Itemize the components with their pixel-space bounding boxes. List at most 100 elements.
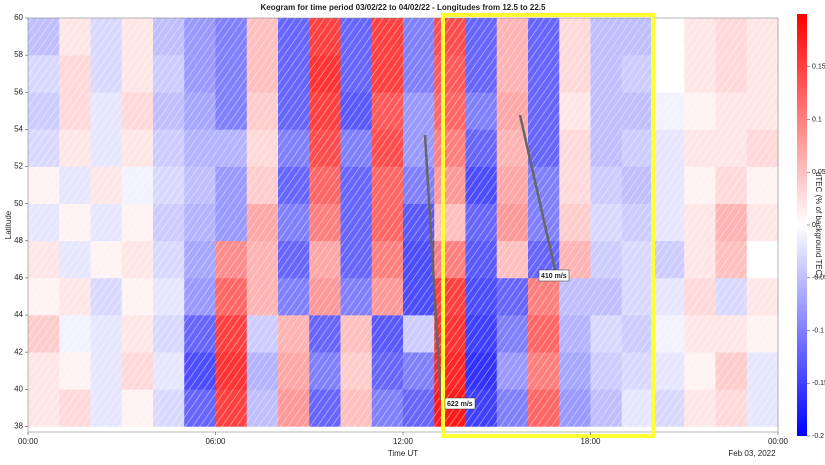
- heat-cell: [28, 204, 60, 241]
- heat-cell: [28, 315, 60, 352]
- heat-cell: [184, 92, 216, 129]
- heat-cell: [122, 18, 154, 55]
- heat-cell: [684, 167, 716, 204]
- heat-cell: [341, 389, 373, 426]
- heat-cell: [434, 55, 466, 92]
- heat-cell: [247, 18, 279, 55]
- heat-cell: [91, 55, 123, 92]
- heat-cell: [184, 167, 216, 204]
- heat-cell: [622, 389, 654, 426]
- heat-cell: [341, 167, 373, 204]
- heat-cell: [434, 18, 466, 55]
- y-tick-label: 54: [14, 124, 23, 133]
- heat-cell: [59, 55, 91, 92]
- heat-cell: [184, 315, 216, 352]
- heat-cell: [684, 18, 716, 55]
- heat-cell: [247, 92, 279, 129]
- heat-cell: [747, 315, 779, 352]
- heat-cell: [153, 241, 185, 278]
- heat-cell: [434, 167, 466, 204]
- heat-cell: [247, 129, 279, 166]
- heat-cell: [653, 129, 685, 166]
- heat-cell: [747, 92, 779, 129]
- heat-cell: [153, 389, 185, 426]
- heat-cell: [309, 92, 341, 129]
- heat-cell: [216, 129, 248, 166]
- x-tick-label: 00:00: [768, 437, 789, 446]
- heat-cell: [372, 92, 404, 129]
- heat-cell: [341, 204, 373, 241]
- heat-cell: [372, 389, 404, 426]
- heat-cell: [466, 92, 498, 129]
- heat-cell: [466, 55, 498, 92]
- heat-cell: [309, 241, 341, 278]
- heat-cell: [559, 278, 591, 315]
- heat-cell: [153, 18, 185, 55]
- heat-cell: [528, 129, 560, 166]
- heat-cell: [716, 315, 748, 352]
- y-tick-label: 50: [14, 199, 23, 208]
- colorbar-tick-label: 0.05: [812, 169, 825, 176]
- heat-cell: [497, 315, 529, 352]
- heat-cell: [341, 92, 373, 129]
- heat-cell: [122, 315, 154, 352]
- heat-cell: [497, 389, 529, 426]
- heat-cell: [28, 167, 60, 204]
- heat-cell: [591, 92, 623, 129]
- heat-cell: [184, 389, 216, 426]
- heat-cell: [653, 241, 685, 278]
- heat-cell: [278, 352, 310, 389]
- heat-cell: [28, 389, 60, 426]
- heat-cell: [309, 204, 341, 241]
- heat-cell: [403, 18, 435, 55]
- heat-cell: [216, 92, 248, 129]
- heat-cell: [653, 55, 685, 92]
- heat-cell: [91, 167, 123, 204]
- heat-cell: [278, 204, 310, 241]
- heat-cell: [716, 241, 748, 278]
- heat-cell: [247, 204, 279, 241]
- heat-cell: [59, 92, 91, 129]
- heat-cell: [122, 389, 154, 426]
- heat-cell: [403, 352, 435, 389]
- heat-cell: [591, 389, 623, 426]
- heat-cell: [716, 278, 748, 315]
- heat-cell: [653, 167, 685, 204]
- heat-cell: [372, 241, 404, 278]
- heat-cell: [122, 204, 154, 241]
- heat-cell: [466, 278, 498, 315]
- heat-cell: [622, 204, 654, 241]
- heat-cell: [153, 204, 185, 241]
- heat-cell: [28, 352, 60, 389]
- heat-cell: [153, 352, 185, 389]
- heat-cell: [184, 278, 216, 315]
- heat-cell: [653, 315, 685, 352]
- heat-cell: [122, 352, 154, 389]
- heat-cell: [122, 92, 154, 129]
- heat-cell: [622, 92, 654, 129]
- heat-cell: [434, 92, 466, 129]
- heat-cell: [716, 18, 748, 55]
- date-label: Feb 03, 2022: [728, 449, 776, 458]
- heat-cell: [403, 92, 435, 129]
- heat-cell: [372, 129, 404, 166]
- y-tick-label: 52: [14, 162, 23, 171]
- heat-cell: [528, 18, 560, 55]
- annotation: 410 m/s: [541, 273, 567, 280]
- heat-cell: [278, 389, 310, 426]
- heat-cell: [622, 315, 654, 352]
- heat-cell: [684, 204, 716, 241]
- heat-cell: [466, 352, 498, 389]
- heat-cell: [434, 278, 466, 315]
- heat-cell: [684, 278, 716, 315]
- heat-cell: [591, 18, 623, 55]
- heat-cell: [247, 167, 279, 204]
- heat-cell: [497, 204, 529, 241]
- heat-cell: [59, 241, 91, 278]
- colorbar-tick-label: 0.15: [812, 64, 825, 71]
- heat-cell: [278, 241, 310, 278]
- heat-cell: [216, 278, 248, 315]
- heat-cell: [684, 352, 716, 389]
- heat-cell: [341, 315, 373, 352]
- heat-cell: [653, 278, 685, 315]
